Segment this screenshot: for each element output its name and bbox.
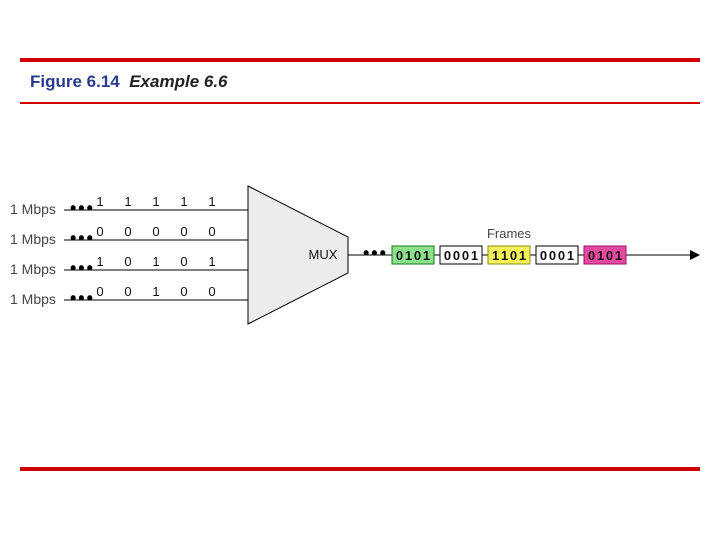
- input-bit: 1: [152, 194, 159, 209]
- input-bit: 1: [208, 254, 215, 269]
- input-bit: 0: [180, 284, 187, 299]
- input-bit: 1: [208, 194, 215, 209]
- frame-bit: 0: [558, 248, 565, 263]
- frame-bit: 1: [501, 248, 508, 263]
- input-bit: 0: [208, 284, 215, 299]
- input-bit: 1: [152, 284, 159, 299]
- frame-bit: 0: [588, 248, 595, 263]
- input-rate-label: 1 Mbps: [10, 201, 56, 217]
- frame-bit: 0: [462, 248, 469, 263]
- frame-bit: 1: [597, 248, 604, 263]
- mux-label: MUX: [309, 247, 338, 262]
- frames-label: Frames: [487, 226, 532, 241]
- input-bit: 1: [180, 194, 187, 209]
- input-bit: 0: [96, 284, 103, 299]
- frame-bit: 1: [405, 248, 412, 263]
- input-bit: 0: [124, 284, 131, 299]
- input-bit: 0: [96, 224, 103, 239]
- input-bit: 1: [96, 254, 103, 269]
- frame-bit: 0: [540, 248, 547, 263]
- frame-bit: 0: [414, 248, 421, 263]
- input-bit: 1: [152, 254, 159, 269]
- input-bit: 0: [152, 224, 159, 239]
- ellipsis-icon: •••: [70, 228, 95, 248]
- frame-bit: 1: [471, 248, 478, 263]
- frame-bit: 1: [615, 248, 622, 263]
- input-rate-label: 1 Mbps: [10, 231, 56, 247]
- frame-bit: 0: [396, 248, 403, 263]
- frame-bit: 0: [453, 248, 460, 263]
- input-rate-label: 1 Mbps: [10, 291, 56, 307]
- ellipsis-icon: •••: [363, 243, 388, 263]
- frame-bit: 1: [423, 248, 430, 263]
- ellipsis-icon: •••: [70, 288, 95, 308]
- frame-bit: 0: [510, 248, 517, 263]
- frame-bit: 0: [444, 248, 451, 263]
- input-bit: 1: [124, 194, 131, 209]
- frame-bit: 0: [606, 248, 613, 263]
- ellipsis-icon: •••: [70, 258, 95, 278]
- input-bit: 0: [180, 254, 187, 269]
- mux-diagram: 1 Mbps•••111111 Mbps•••000001 Mbps•••101…: [0, 0, 720, 540]
- input-bit: 0: [124, 254, 131, 269]
- ellipsis-icon: •••: [70, 198, 95, 218]
- frame-bit: 1: [519, 248, 526, 263]
- input-bit: 0: [180, 224, 187, 239]
- frame-bit: 1: [492, 248, 499, 263]
- frame-bit: 0: [549, 248, 556, 263]
- arrowhead-icon: [690, 250, 700, 260]
- input-bit: 0: [124, 224, 131, 239]
- frame-bit: 1: [567, 248, 574, 263]
- input-rate-label: 1 Mbps: [10, 261, 56, 277]
- input-bit: 0: [208, 224, 215, 239]
- input-bit: 1: [96, 194, 103, 209]
- bottom-rule: [20, 467, 700, 471]
